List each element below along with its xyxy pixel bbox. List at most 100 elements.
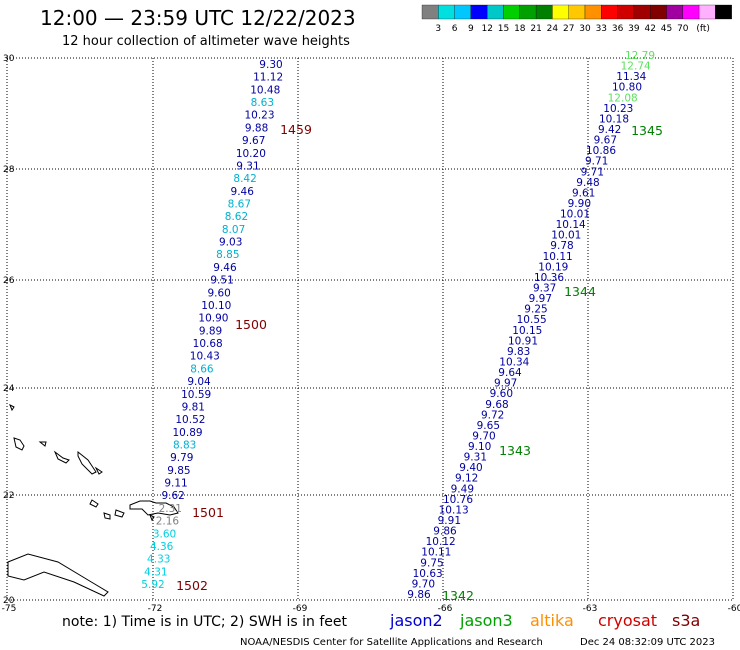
wave-height-value: 9.78 [550,240,573,252]
satellite-legend-jason2: jason2 [389,611,443,630]
scale-swatch [552,4,569,20]
wave-height-value: 9.03 [219,237,242,249]
scale-label: 45 [661,24,672,34]
scale-label: 36 [612,24,624,34]
wave-height-value: 4.33 [147,554,170,566]
scale-swatch [650,4,667,20]
wave-height-value: 9.37 [533,283,556,295]
scale-label: 18 [514,24,526,34]
wave-height-value: 8.42 [233,173,256,185]
wave-height-value: 12.79 [625,50,655,62]
pass-time-label: 1459 [280,122,312,137]
pass-time-label: 1501 [192,505,224,520]
satellite-legend-cryosat: cryosat [598,611,657,630]
scale-swatch [601,4,618,20]
wave-height-value: 9.86 [433,526,457,538]
wave-height-value: 10.91 [508,335,538,347]
wave-height-value: 9.10 [468,441,491,453]
wave-height-value: 9.91 [438,515,461,527]
pass-time-label: 1344 [564,284,596,299]
wave-height-value: 9.25 [524,304,547,316]
wave-height-value: 9.97 [529,293,552,305]
scale-swatch [584,4,602,20]
wave-height-value: 4.31 [144,566,167,578]
y-tick-label: 24 [3,384,15,394]
x-tick-label: -75 [2,604,17,614]
map-title: 12:00 — 23:59 UTC 12/22/2023 [40,6,356,30]
scale-label: 42 [644,24,655,34]
wave-height-value: 9.12 [455,473,478,485]
altimeter-tracks: 9.3011.1210.488.6310.239.889.6710.209.31… [141,50,663,603]
scale-label: 12 [481,24,492,34]
wave-height-value: 8.67 [228,199,251,211]
wave-height-value: 9.64 [498,367,522,379]
wave-height-value: 10.86 [586,145,616,157]
wave-height-value: 8.07 [222,224,245,236]
scale-swatch [666,4,683,20]
color-scale: 3 6 9 12 15 18 21 24 27 30 33 36 39 42 45 70 (ft) [421,4,732,34]
wave-height-value: 12.08 [608,92,638,104]
satellite-legend: jason2 jason3 altika cryosat s3a [389,611,700,630]
scale-swatch [503,4,520,20]
wave-height-value: 9.72 [481,409,504,421]
wave-height-value: 10.18 [599,113,629,125]
wave-height-value: 10.76 [443,494,473,506]
scale-swatch [470,4,488,20]
wave-height-value: 10.63 [413,568,443,580]
satellite-legend-s3a: s3a [672,611,700,630]
map-subtitle: 12 hour collection of altimeter wave hei… [62,34,350,49]
pass-time-label: 1500 [235,317,267,332]
scale-label: 27 [563,24,574,34]
scale-label: 24 [547,24,559,34]
scale-label: 30 [579,24,591,34]
scale-swatch [487,4,504,20]
wave-height-value: 8.62 [225,211,248,223]
satellite-legend-jason3: jason3 [459,611,513,630]
map-grid [6,57,734,601]
wave-height-value: 9.67 [594,135,617,147]
wave-height-value: 10.23 [244,110,274,122]
wave-height-value: 9.68 [485,399,508,411]
scale-label: 6 [452,24,458,34]
wave-height-value: 10.68 [193,338,223,350]
scale-swatch [633,4,651,20]
wave-height-value: 10.11 [421,547,451,559]
wave-height-value: 9.62 [161,490,184,502]
wave-height-value: 9.88 [245,122,268,134]
scale-swatch [535,4,553,20]
x-tick-label: -66 [438,604,453,614]
wave-height-value: 8.85 [216,249,239,261]
wave-height-value: 2.31 [159,503,182,515]
wave-height-value: 9.31 [236,160,259,172]
wave-height-value: 5.92 [141,579,164,591]
wave-height-value: 11.12 [253,72,283,84]
wave-height-value: 9.49 [451,483,474,495]
footer-credit: NOAA/NESDIS Center for Satellite Applica… [240,637,543,648]
wave-height-value: 10.23 [603,103,633,115]
wave-height-value: 9.60 [490,388,513,400]
wave-height-value: 9.61 [572,187,595,199]
scale-label: 3 [435,24,441,34]
map-border [6,57,734,601]
wave-height-value: 9.71 [581,166,604,178]
x-tick-label: -72 [148,604,163,614]
wave-height-value: 8.63 [251,97,274,109]
pass-time-label: 1345 [631,123,663,138]
wave-height-value: 3.60 [153,528,176,540]
wave-height-value: 10.43 [190,351,220,363]
wave-height-value: 8.66 [190,363,214,375]
wave-height-value: 9.85 [167,465,190,477]
wave-height-value: 9.70 [412,578,435,590]
y-tick-label: 22 [3,491,14,501]
wave-height-value: 10.19 [538,261,568,273]
wave-height-value: 9.79 [170,452,193,464]
pass-time-label: 1502 [176,578,208,593]
wave-height-value: 9.89 [199,325,222,337]
wave-height-value: 10.11 [543,251,573,263]
wave-height-value: 10.20 [236,148,266,160]
scale-swatch [698,4,716,20]
wave-height-value: 9.67 [242,135,265,147]
scale-swatch [421,4,439,20]
wave-height-value: 10.55 [517,314,547,326]
